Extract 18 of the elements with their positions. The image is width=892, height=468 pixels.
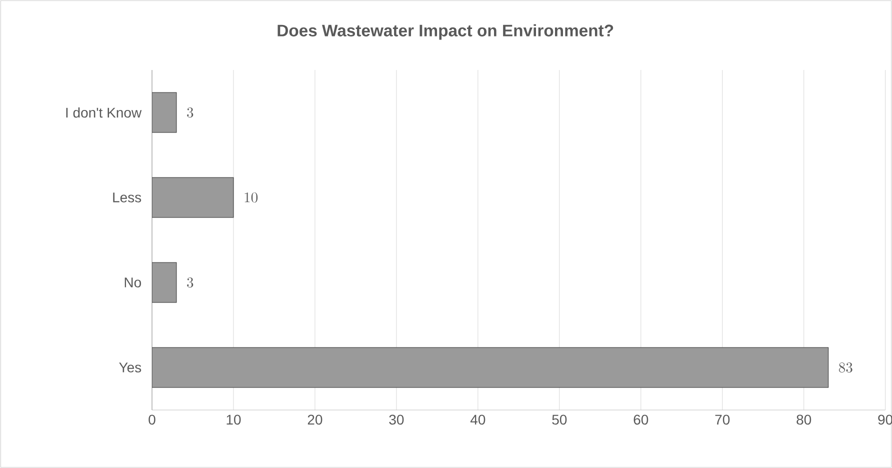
data-label: 10 bbox=[244, 192, 258, 203]
x-tick-label: 10 bbox=[226, 414, 241, 425]
x-tick-label: 20 bbox=[308, 414, 322, 425]
y-tick-label: Less bbox=[113, 192, 142, 202]
x-tick-label: 0 bbox=[148, 414, 156, 425]
x-tick-label: 80 bbox=[796, 414, 812, 425]
x-tick-label: 70 bbox=[715, 414, 730, 425]
data-label: 83 bbox=[838, 362, 852, 373]
x-tick-label: 30 bbox=[389, 414, 404, 425]
data-label: 3 bbox=[187, 107, 194, 118]
y-tick-label: I don't Know bbox=[66, 107, 142, 118]
x-tick-label: 50 bbox=[552, 414, 567, 425]
y-tick-label: Yes bbox=[119, 362, 142, 372]
chart-title: Does Wastewater Impact on Environment? bbox=[278, 24, 614, 40]
x-tick-label: 40 bbox=[470, 414, 486, 425]
y-tick-label: No bbox=[124, 278, 142, 288]
x-tick-label: 60 bbox=[634, 414, 648, 425]
data-label: 3 bbox=[187, 277, 194, 288]
